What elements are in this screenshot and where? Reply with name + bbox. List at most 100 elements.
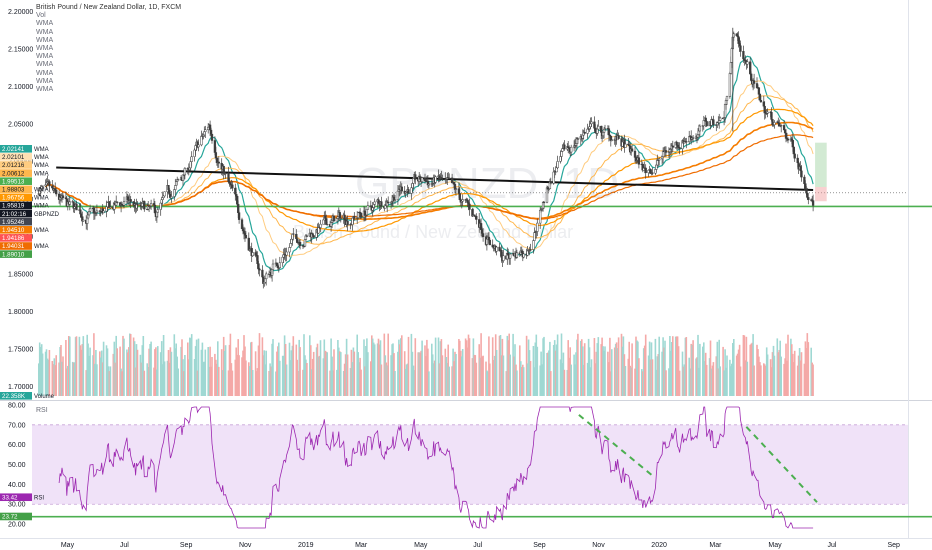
volume-bar [315,347,318,396]
volume-bar [72,362,75,396]
volume-bar [258,333,261,396]
candle-body [224,173,227,175]
volume-bar [366,338,368,396]
candle-body [633,150,637,158]
volume-bar [99,351,101,396]
volume-bar [787,334,789,396]
volume-bar [207,347,209,396]
volume-bar [411,351,414,396]
volume-bar [609,337,611,396]
volume-bar [123,338,125,396]
volume-bar [272,339,274,396]
candle-body [257,263,260,270]
volume-bar [777,352,780,396]
volume-bar [613,347,616,396]
candle-body [116,201,119,203]
volume-bar [182,359,184,396]
volume-bar [254,351,257,396]
volume-bar [502,355,505,396]
candle-body [485,238,489,245]
rsi-value-bg [0,493,32,502]
volume-bar [399,344,401,396]
rsi-tick-label: 40.00 [8,482,26,489]
volume-bar [149,344,151,396]
volume-bar [194,346,197,396]
volume-bar [426,339,428,396]
volume-bar [440,339,443,396]
candle-body [481,233,485,237]
volume-bar [455,354,457,396]
rsi-tick-label: 80.00 [8,402,26,409]
candle-body [771,119,774,126]
time-tick-label: Mar [709,542,722,549]
volume-bar [757,349,759,396]
volume-bar [662,337,664,396]
price-label: 1.94510 WMA [0,226,49,234]
time-tick-label: Nov [592,542,605,549]
candle-body [339,217,342,219]
price-label: 1.95246 [0,217,32,226]
candle-body [217,161,220,164]
volume-bar [644,334,647,396]
candle-body [644,167,647,174]
price-label: 1.95819 WMA [0,201,49,210]
volume-bar [776,338,779,396]
volume-bar [624,366,627,396]
volume-bar [302,369,304,396]
candle-body [520,250,523,254]
volume-bar [128,347,130,396]
watermark-name: British Pound / New Zealand Dollar [293,222,573,242]
volume-bar [473,354,476,396]
volume-bar [424,345,426,396]
volume-label: 22.358K Volume [0,392,55,400]
volume-bar [793,362,795,396]
price-label-bg [0,153,32,161]
volume-bar [216,363,218,396]
candle-body [414,174,417,180]
volume-bar [493,355,496,396]
volume-bar [351,362,354,396]
volume-bar [352,347,355,396]
volume-bar [180,346,182,396]
volume-bar [631,343,633,396]
volume-bar [285,364,288,396]
volume-bar [153,367,155,396]
price-label-bg [0,217,32,226]
volume-bar [174,348,177,396]
candle-body [793,153,796,159]
price-label-value: 2.00612 [2,170,25,177]
volume-bar [465,340,468,396]
volume-bar [630,367,632,396]
time-tick-label: May [61,542,75,549]
volume-bar [676,336,679,396]
volume-bar [162,335,165,396]
volume-bar [769,359,772,396]
candle-body [770,112,773,120]
volume-bar [710,368,713,396]
volume-bar [690,343,692,396]
volume-bar [393,353,395,396]
volume-bar [432,363,435,396]
rsi-line [58,406,814,529]
volume-bar [413,370,416,396]
volume-bar [392,343,394,396]
volume-bar [811,362,813,396]
volume-bar [68,336,70,396]
candle-body [448,177,451,179]
volume-bar [109,366,112,396]
price-label-value: 1.95819 [2,203,25,210]
volume-bar [235,347,237,396]
volume-bar [177,368,179,396]
candle-body [296,238,299,243]
candle-body [227,173,230,182]
candle-body [48,181,51,187]
candle-body [343,214,346,221]
candle-body [441,178,444,180]
volume-bar [587,338,590,396]
volume-bar [756,344,758,396]
candle-body [305,235,309,237]
candle-body [597,125,600,130]
volume-bar [797,355,800,396]
volume-bar [47,360,50,396]
volume-bar [763,363,765,396]
